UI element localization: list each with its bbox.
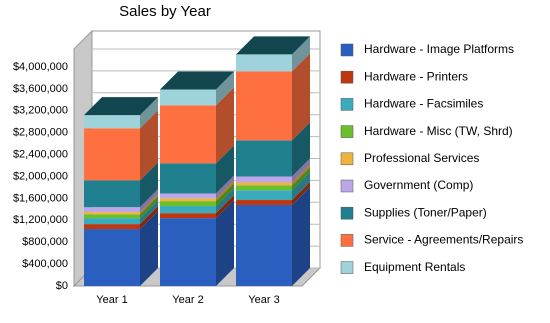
bar-segment xyxy=(236,190,292,201)
bar-side xyxy=(216,87,234,164)
y-tick-label: $1,600,000 xyxy=(13,192,68,204)
legend-swatch xyxy=(340,98,354,111)
bar-side xyxy=(216,145,234,194)
legend-label: Hardware - Misc (TW, Shrd) xyxy=(364,124,513,138)
bar-top xyxy=(160,71,234,90)
y-tick-label: $2,400,000 xyxy=(13,149,68,161)
bar-segment xyxy=(236,185,292,191)
bar-top xyxy=(236,36,310,55)
bar-segment xyxy=(84,180,140,208)
legend-label: Service - Agreements/Repairs xyxy=(364,233,523,247)
bar-side xyxy=(292,158,310,183)
bar-side xyxy=(140,206,158,230)
bar-segment xyxy=(160,213,216,219)
bar-segment xyxy=(84,218,140,225)
bar-side xyxy=(292,53,310,141)
y-tick-label: $1,200,000 xyxy=(13,214,68,226)
bar-segment xyxy=(160,193,216,199)
legend-label: Professional Services xyxy=(364,151,479,165)
bar-side xyxy=(140,97,158,129)
legend-swatch xyxy=(340,261,354,274)
bar-side xyxy=(292,36,310,72)
bar-side xyxy=(292,122,310,177)
bar-segment xyxy=(84,224,140,230)
bar-side xyxy=(140,110,158,181)
bar-segment xyxy=(84,115,140,129)
bar-segment xyxy=(84,207,140,213)
bar-side xyxy=(216,180,234,202)
bar-side xyxy=(216,183,234,207)
bar-segment xyxy=(84,229,140,286)
x-tick-label: Year 3 xyxy=(248,294,279,306)
bar-side xyxy=(216,175,234,199)
legend-swatch xyxy=(340,43,354,57)
legend-label: Government (Comp) xyxy=(364,178,473,192)
bar-segment xyxy=(160,105,216,164)
legend-swatch xyxy=(340,206,354,220)
bar-segment xyxy=(160,89,216,106)
bar-segment xyxy=(236,176,292,183)
chart-title: Sales by Year xyxy=(119,3,211,20)
legend-swatch xyxy=(340,70,354,84)
bar-segment xyxy=(84,214,140,219)
bar-side xyxy=(292,167,310,191)
y-tick-label: $2,800,000 xyxy=(13,127,68,139)
bar-segment xyxy=(236,182,292,186)
bar-side xyxy=(140,162,158,208)
bar-side xyxy=(292,172,310,201)
bar-segment xyxy=(236,140,292,177)
bar-side xyxy=(216,195,234,219)
y-tick-label: $800,000 xyxy=(22,236,68,248)
bar-side xyxy=(216,200,234,286)
x-tick-label: Year 1 xyxy=(96,294,127,306)
bar-segment xyxy=(236,54,292,72)
bar-side xyxy=(216,188,234,214)
bar-side xyxy=(292,182,310,205)
y-tick-label: $3,200,000 xyxy=(13,105,68,117)
bar-segment xyxy=(160,198,216,202)
bar-side xyxy=(140,211,158,286)
legend-swatch xyxy=(340,125,354,138)
y-tick-label: $400,000 xyxy=(22,258,68,270)
bar-segment xyxy=(160,201,216,207)
bar-segment xyxy=(236,200,292,205)
legend-swatch xyxy=(340,234,354,247)
bar-side xyxy=(140,196,158,219)
legend-label: Equipment Rentals xyxy=(364,260,465,274)
y-tick-label: $2,000,000 xyxy=(13,170,68,182)
bar-segment xyxy=(160,206,216,214)
bar-segment xyxy=(84,212,140,215)
bar-segment xyxy=(236,204,292,286)
bar-segment xyxy=(84,128,140,181)
x-tick-label: Year 2 xyxy=(172,294,203,306)
y-tick-label: $4,000,000 xyxy=(13,61,68,73)
legend-swatch xyxy=(340,152,354,166)
y-tick-label: $0 xyxy=(56,280,68,292)
legend-swatch xyxy=(340,179,354,193)
bar-side xyxy=(140,189,158,213)
bar-side xyxy=(140,194,158,215)
bar-side xyxy=(140,200,158,225)
y-tick-label: $3,600,000 xyxy=(13,83,68,95)
bar-segment xyxy=(160,218,216,286)
bar-side xyxy=(292,164,310,186)
legend-label: Hardware - Printers xyxy=(364,69,468,83)
legend-label: Hardware - Image Platforms xyxy=(364,42,514,56)
bar-side xyxy=(216,71,234,106)
legend-label: Hardware - Facsimiles xyxy=(364,97,483,111)
bar-segment xyxy=(236,71,292,141)
bar-side xyxy=(292,186,310,286)
bar-top xyxy=(84,97,158,116)
bar-segment xyxy=(160,163,216,194)
legend-label: Supplies (Toner/Paper) xyxy=(364,205,487,219)
